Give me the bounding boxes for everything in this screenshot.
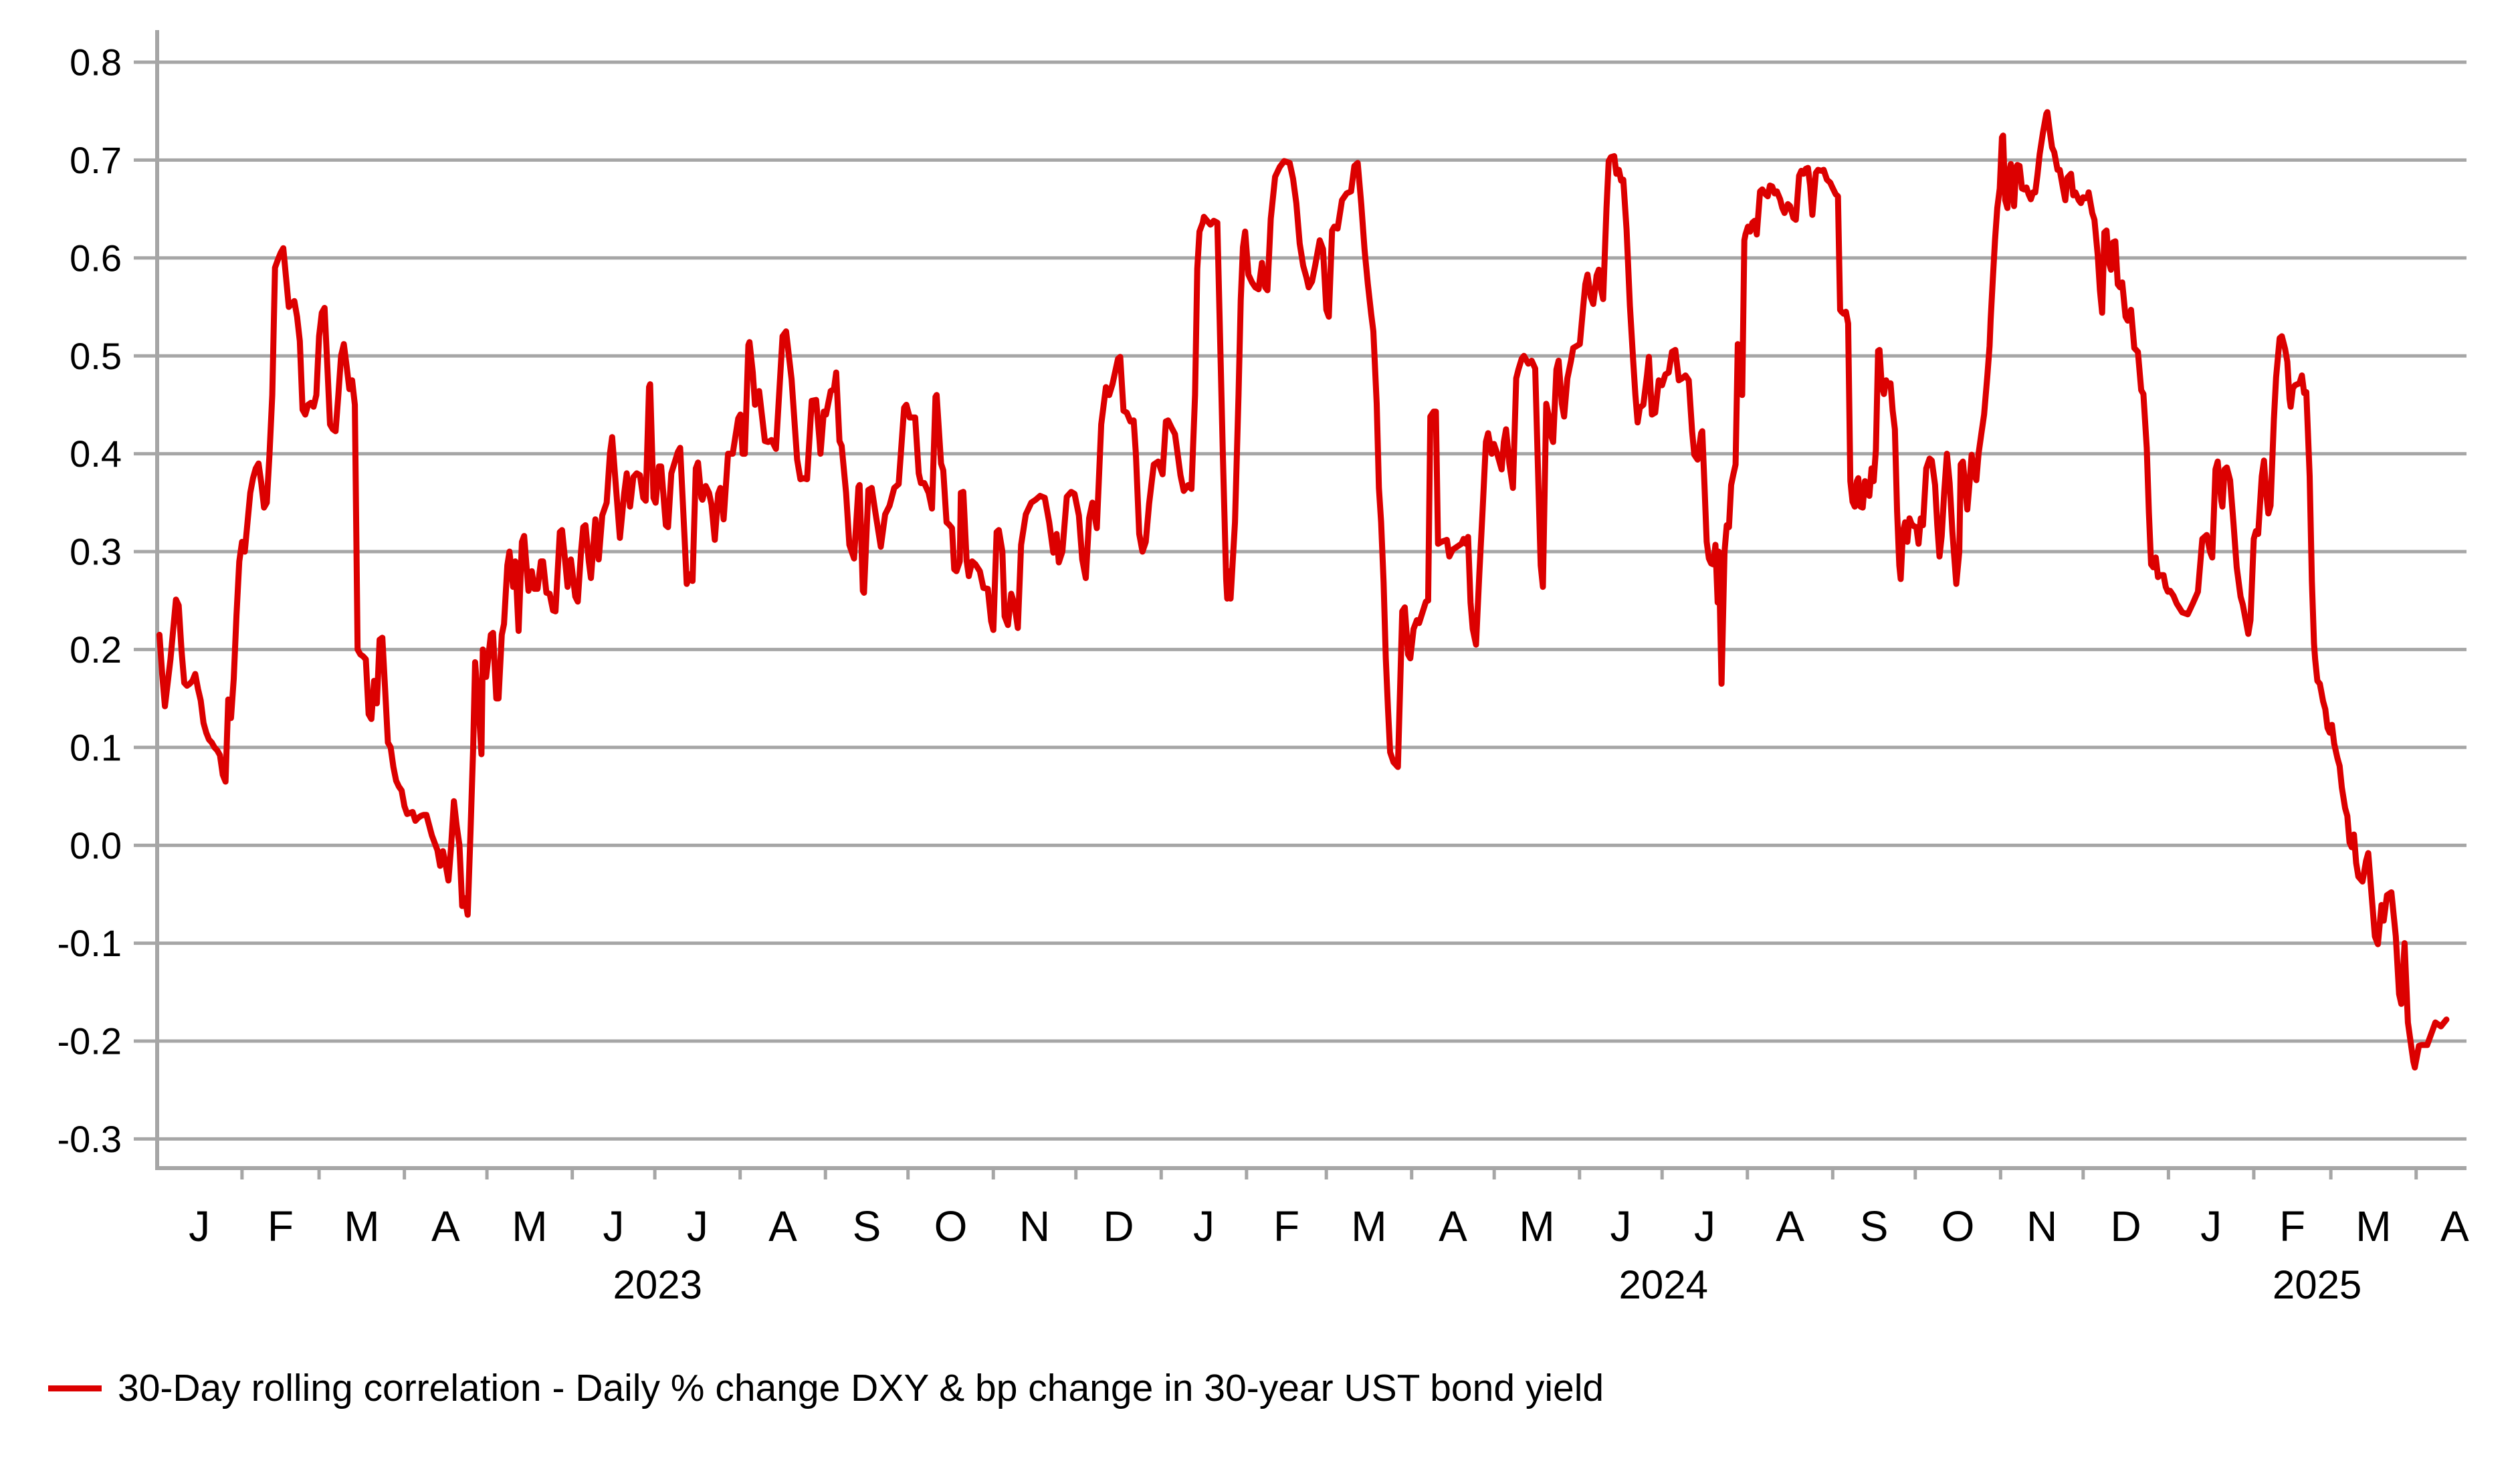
y-tick-label: 0.6 [70,237,122,279]
y-tick-label: -0.1 [58,922,122,964]
month-label: S [1860,1202,1889,1250]
month-label: O [1941,1202,1975,1250]
y-tick-label: -0.3 [58,1118,122,1160]
month-label: J [1694,1202,1715,1250]
y-tick-label: 0.0 [70,824,122,867]
y-tick-label: 0.2 [70,629,122,671]
legend: 30-Day rolling correlation - Daily % cha… [48,1369,1604,1407]
month-label: J [1610,1202,1631,1250]
month-label: M [1519,1202,1554,1250]
month-label: D [2110,1202,2141,1250]
y-tick-label: 0.8 [70,41,122,84]
month-label: M [1351,1202,1386,1250]
month-label: M [512,1202,547,1250]
y-tick-label: 0.5 [70,335,122,377]
y-tick-label: 0.4 [70,433,122,475]
month-label: J [603,1202,624,1250]
month-label: J [687,1202,708,1250]
month-label: F [2279,1202,2305,1250]
year-label: 2023 [613,1262,702,1307]
month-label: O [934,1202,968,1250]
y-tick-label: 0.1 [70,726,122,768]
month-label: N [1019,1202,1050,1250]
y-tick-label: 0.7 [70,139,122,181]
month-label: A [768,1202,797,1250]
month-label: A [1439,1202,1467,1250]
month-label: J [2200,1202,2222,1250]
year-label: 2025 [2273,1262,2361,1307]
month-label: J [1193,1202,1215,1250]
legend-line-swatch [48,1385,102,1391]
y-tick-label: -0.2 [58,1020,122,1062]
month-label: A [1776,1202,1804,1250]
legend-label: 30-Day rolling correlation - Daily % cha… [118,1367,1604,1409]
y-tick-label: 0.3 [70,531,122,573]
month-label: F [268,1202,294,1250]
month-label: A [431,1202,460,1250]
chart-line [156,109,2450,1070]
month-label: F [1273,1202,1299,1250]
month-label: J [189,1202,210,1250]
month-label: S [853,1202,881,1250]
month-label: M [344,1202,379,1250]
month-label: N [2026,1202,2057,1250]
month-label: M [2355,1202,2391,1250]
month-label: D [1103,1202,1134,1250]
month-label: A [2440,1202,2469,1250]
year-label: 2024 [1619,1262,1708,1307]
